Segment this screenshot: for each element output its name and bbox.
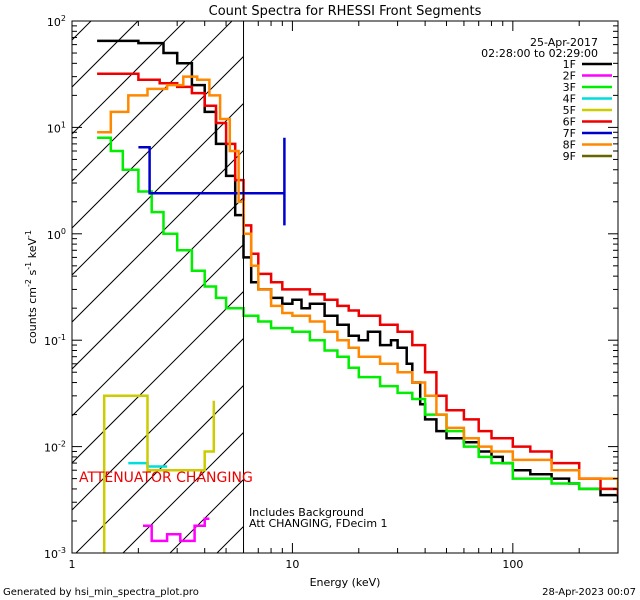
legend-label: 4F: [563, 93, 576, 106]
y-tick-label: 10-2: [44, 440, 66, 455]
series-5F: [102, 394, 216, 553]
plot-frame: [71, 20, 619, 554]
hatch-lines: [72, 21, 640, 553]
footer-timestamp: 28-Apr-2023 00:07: [542, 587, 636, 598]
hatch-line: [72, 102, 244, 276]
x-tick-label: 1: [69, 558, 76, 571]
y-axis-label: counts cm-2 s-1 keV-1: [24, 230, 39, 344]
hatch-line: [311, 21, 640, 553]
y-label-exp: -1: [24, 230, 33, 238]
chart-title: Count Spectra for RHESSI Front Segments: [209, 4, 482, 19]
hatch-line: [546, 21, 640, 553]
y-tick-label: 100: [47, 227, 66, 242]
y-tick-label: 101: [47, 120, 66, 135]
hatch-line: [72, 21, 92, 41]
y-label-part: counts cm: [26, 287, 39, 344]
legend-label: 1F: [563, 58, 576, 71]
x-tick-label: 10: [285, 558, 299, 571]
hatch-line: [264, 21, 640, 553]
legend-label: 7F: [563, 127, 576, 140]
date-label: 25-Apr-2017: [530, 36, 598, 49]
x-tick-label: 100: [502, 558, 523, 571]
y-label-exp: -1: [24, 262, 33, 270]
y-label-part: keV: [26, 238, 39, 262]
hatch-line: [216, 525, 244, 553]
legend-label: 9F: [563, 150, 576, 163]
y-tick-label: 10-1: [44, 333, 66, 348]
attenuator-changing-label: ATTENUATOR CHANGING: [79, 470, 253, 486]
hatch-line: [72, 149, 244, 323]
series-layer: [97, 39, 618, 553]
x-axis-label: Energy (keV): [310, 576, 381, 589]
series-6F: [97, 72, 618, 496]
note-attenuator: Att CHANGING, FDecim 1: [249, 517, 388, 530]
attenuator-hatch-region: [72, 21, 640, 553]
hatch-line: [358, 21, 640, 553]
time-range-label: 02:28:00 to 02:29:00: [481, 47, 598, 60]
legend-label: 2F: [563, 70, 576, 83]
hatch-line: [72, 243, 244, 417]
series-8F: [97, 75, 618, 489]
hatch-line: [72, 21, 186, 135]
y-label-part: s: [26, 269, 39, 278]
legend-label: 8F: [563, 139, 576, 152]
hatch-line: [72, 337, 244, 511]
y-tick-label: 102: [47, 14, 66, 29]
legend-label: 3F: [563, 81, 576, 94]
series-7F: [138, 137, 286, 226]
hatch-line: [72, 21, 233, 182]
hatch-line: [405, 21, 640, 553]
footer-generated: Generated by hsi_min_spectra_plot.pro: [3, 587, 199, 598]
series-1F: [97, 39, 618, 503]
y-label-exp: -2: [24, 279, 33, 287]
hatch-line: [72, 290, 244, 464]
legend-label: 6F: [563, 116, 576, 129]
series-2F: [143, 517, 210, 543]
hatch-line: [72, 55, 244, 229]
hatch-line: [72, 196, 244, 370]
hatch-line: [593, 21, 640, 553]
y-tick-label: 10-3: [44, 546, 66, 561]
hatch-line: [75, 384, 244, 553]
hatch-line: [122, 431, 244, 553]
note-background: Includes Background: [249, 506, 364, 519]
legend-label: 5F: [563, 104, 576, 117]
series-3F: [97, 136, 618, 496]
axis-ticks: 1 10 100 10-3 10-2 10-1 100 101 102: [44, 14, 619, 571]
